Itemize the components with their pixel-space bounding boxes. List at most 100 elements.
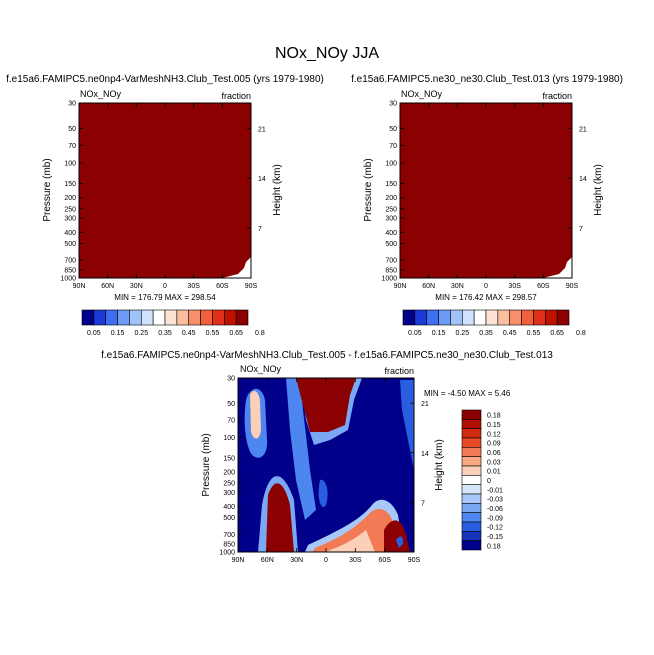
y-tick-label: 850 [64, 267, 76, 274]
colorbar-box [188, 309, 201, 326]
panel-b-left-label: NOx_NOy [401, 89, 443, 99]
panel-b-title: f.e15a6.FAMIPC5.ne30_ne30.Club_Test.013 … [351, 74, 623, 85]
y-tick-label: 500 [385, 241, 397, 248]
panel-b-colorbar: 0.05 0.15 0.25 0.35 0.45 0.55 0.65 0.8 [402, 309, 586, 337]
x-tick-label: 60S [216, 283, 229, 290]
y-tick-label: 400 [64, 230, 76, 237]
y-tick-label: 30 [389, 101, 397, 108]
y-tick-label: 200 [64, 195, 76, 202]
colorbar-label: -0.09 [487, 515, 503, 522]
height-tick-label: 21 [258, 126, 266, 133]
colorbar-box [164, 309, 178, 326]
panel-difference: f.e15a6.FAMIPC5.ne0np4-VarMeshNH3.Club_T… [101, 350, 553, 564]
colorbar-label: 0.15 [111, 330, 125, 337]
colorbar-box [223, 309, 237, 326]
colorbar-box [461, 531, 482, 541]
x-tick-label: 0 [324, 557, 328, 564]
colorbar-label: 0 [487, 478, 491, 485]
x-tick-label: 60N [101, 283, 114, 290]
colorbar-label: -0.06 [487, 506, 503, 513]
x-tick-label: 30S [508, 283, 521, 290]
y-tick-label: 500 [223, 515, 235, 522]
colorbar-box [152, 309, 166, 326]
colorbar-box [461, 456, 482, 467]
colorbar-box [461, 447, 482, 457]
y-tick-label: 850 [385, 267, 397, 274]
x-tick-label: 30N [451, 283, 464, 290]
colorbar-box [461, 475, 482, 485]
x-tick-label: 90N [73, 283, 86, 290]
x-tick-label: 30S [349, 557, 362, 564]
colorbar-box [461, 503, 482, 513]
colorbar-label: 0.06 [487, 450, 501, 457]
x-tick-label: 60S [378, 557, 391, 564]
y-tick-label: 850 [223, 541, 235, 548]
y-tick-label: 300 [385, 215, 397, 222]
colorbar-box [235, 309, 249, 326]
y-tick-label: 1000 [381, 276, 397, 283]
panel-c-right-label: fraction [384, 366, 414, 376]
panel-a-ylabel: Pressure (mb) [42, 158, 53, 221]
colorbar-box [556, 309, 570, 326]
x-tick-label: 30N [130, 283, 143, 290]
y-tick-label: 700 [223, 532, 235, 539]
colorbar-box [212, 309, 225, 326]
colorbar-label: 0.55 [527, 330, 541, 337]
panel-b-stats: MIN = 176.42 MAX = 298.57 [435, 293, 537, 302]
height-tick-label: 7 [421, 500, 425, 507]
y-tick-label: 200 [385, 195, 397, 202]
y-tick-label: 1000 [60, 276, 76, 283]
colorbar-box [461, 540, 482, 551]
colorbar-box [544, 309, 558, 326]
colorbar-label: 0.45 [503, 330, 517, 337]
y-tick-label: 100 [385, 161, 397, 168]
main-title: NOx_NOy JJA [275, 45, 379, 62]
x-tick-label: 90S [566, 283, 579, 290]
y-tick-label: 250 [64, 206, 76, 213]
colorbar-box [461, 512, 482, 523]
y-tick-label: 150 [223, 455, 235, 462]
panel-model-b: f.e15a6.FAMIPC5.ne30_ne30.Club_Test.013 … [351, 74, 623, 337]
colorbar-label: 0.12 [487, 431, 501, 438]
panel-b-ylabel-right: Height (km) [593, 164, 604, 216]
colorbar-label: 0.18 [487, 413, 501, 420]
colorbar-label: 0.09 [487, 441, 501, 448]
y-tick-label: 30 [68, 101, 76, 108]
x-tick-label: 60N [261, 557, 274, 564]
y-tick-label: 250 [385, 206, 397, 213]
colorbar-box [450, 309, 463, 326]
colorbar-label: 0.15 [432, 330, 446, 337]
colorbar-box [521, 309, 534, 326]
y-tick-label: 50 [68, 126, 76, 133]
y-tick-label: 50 [227, 401, 235, 408]
y-tick-label: 50 [389, 126, 397, 133]
panel-c-ylabel-right: Height (km) [434, 439, 445, 491]
y-tick-label: 150 [385, 181, 397, 188]
panel-a-field [79, 103, 251, 278]
x-tick-label: 90S [408, 557, 421, 564]
y-tick-label: 100 [223, 435, 235, 442]
colorbar-box [140, 309, 154, 326]
colorbar-label: 0.25 [134, 330, 148, 337]
panel-a-surface-mask [222, 257, 251, 278]
colorbar-box [81, 309, 95, 326]
panel-c-axes: 90N 60N 30N 0 30S 60S 90S 30 50 70 100 150 200 250 300… [219, 376, 428, 565]
colorbar-label: -0.15 [487, 534, 503, 541]
colorbar-label: 0.18 [487, 543, 501, 550]
panel-c-ylabel: Pressure (mb) [201, 433, 212, 496]
colorbar-box [93, 309, 107, 326]
x-tick-label: 90N [232, 557, 245, 564]
colorbar-box [438, 309, 451, 326]
colorbar-box [426, 309, 439, 326]
panel-b-field [400, 103, 572, 278]
y-tick-label: 250 [223, 481, 235, 488]
panel-b-right-label: fraction [542, 91, 572, 101]
x-tick-label: 60S [537, 283, 550, 290]
x-tick-label: 0 [484, 283, 488, 290]
colorbar-label: 0.15 [487, 422, 501, 429]
colorbar-box [461, 465, 482, 476]
x-tick-label: 30S [187, 283, 200, 290]
panel-a-title: f.e15a6.FAMIPC5.ne0np4-VarMeshNH3.Club_T… [6, 74, 324, 85]
x-tick-label: 30N [290, 557, 303, 564]
